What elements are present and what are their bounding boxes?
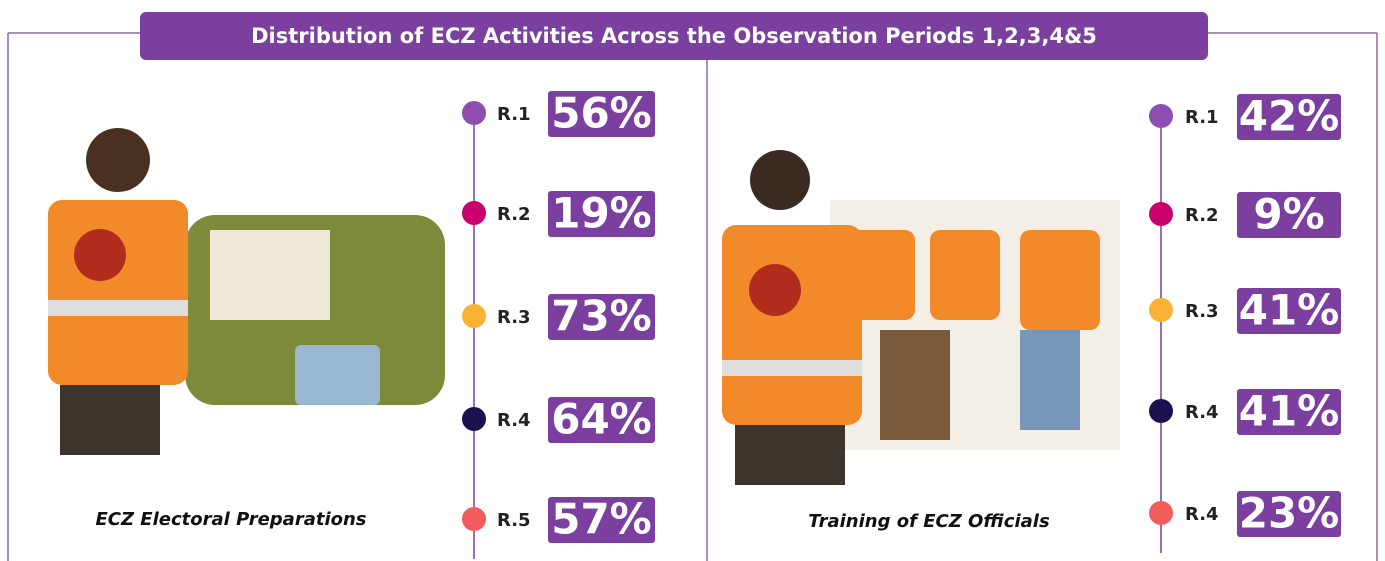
period-label: R.3 [1185,301,1219,322]
value-text: 57% [551,495,652,544]
period-dot [462,101,486,125]
value-text: 41% [1239,286,1340,335]
period-dot [1149,399,1173,423]
period-label: R.3 [497,307,531,328]
caption: ECZ Electoral Preparations [95,509,366,530]
value-text: 64% [551,395,652,444]
value-text: 56% [551,89,652,138]
period-dot [462,407,486,431]
title: Distribution of ECZ Activities Across th… [251,24,1097,48]
period-dot [1149,501,1173,525]
period-dot [1149,104,1173,128]
period-label: R.4 [1185,402,1219,423]
period-dot [462,507,486,531]
period-label: R.1 [1185,107,1219,128]
period-label: R.1 [497,104,531,125]
illustration-training [722,150,1120,485]
value-text: 19% [551,189,652,238]
period-label: R.4 [497,410,531,431]
illustration-preparations [48,128,445,455]
value-text: 73% [551,292,652,341]
period-dot [462,201,486,225]
value-text: 41% [1239,387,1340,436]
period-label: R.5 [497,510,531,531]
value-text: 9% [1253,190,1324,239]
caption: Training of ECZ Officials [808,511,1050,532]
period-label: R.4 [1185,504,1219,525]
value-text: 42% [1239,92,1340,141]
value-text: 23% [1239,489,1340,538]
infographic: Distribution of ECZ Activities Across th… [0,0,1385,561]
period-dot [462,304,486,328]
period-label: R.2 [497,204,531,225]
period-dot [1149,202,1173,226]
period-dot [1149,298,1173,322]
period-label: R.2 [1185,205,1219,226]
